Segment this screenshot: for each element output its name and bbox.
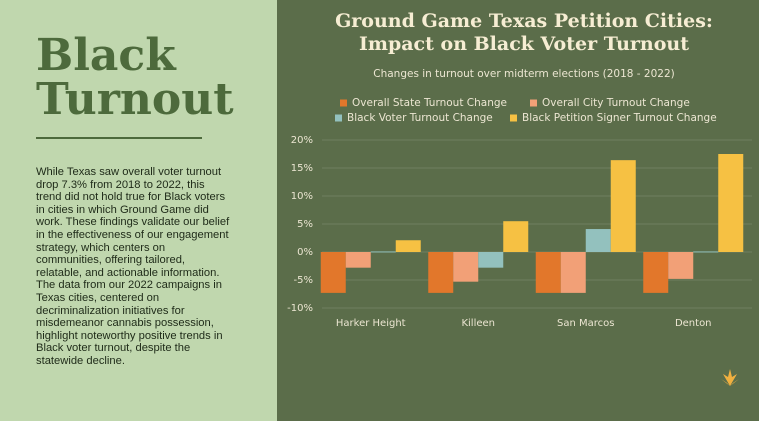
legend-swatch	[340, 99, 347, 107]
title-line: Ground Game Texas Petition Cities:	[335, 10, 713, 32]
x-tick-label: Killeen	[461, 318, 495, 329]
bar	[320, 252, 346, 293]
x-tick-label: Denton	[675, 318, 712, 329]
legend-swatch	[530, 99, 537, 107]
legend-label: Black Petition Signer Turnout Change	[522, 112, 717, 124]
bar	[693, 251, 719, 253]
legend-swatch	[335, 114, 342, 122]
y-tick-label: 0%	[297, 247, 313, 258]
bar	[668, 252, 694, 279]
y-tick-label: 15%	[291, 163, 313, 174]
side-panel: Black Turnout While Texas saw overall vo…	[0, 0, 277, 421]
bar	[718, 154, 744, 252]
bar	[643, 252, 669, 293]
y-tick-label: 5%	[297, 219, 313, 230]
x-tick-label: San Marcos	[557, 318, 614, 329]
bar	[610, 160, 636, 252]
bar	[478, 252, 504, 268]
bar	[370, 251, 396, 253]
bar	[453, 252, 479, 282]
logo	[721, 369, 739, 386]
legend-swatch	[510, 114, 517, 122]
chart-title: Ground Game Texas Petition Cities: Impact…	[335, 10, 713, 55]
bar	[503, 221, 529, 252]
title-line: Impact on Black Voter Turnout	[359, 33, 689, 55]
y-tick-label: 20%	[291, 135, 313, 146]
bar	[428, 252, 454, 293]
x-tick-label: Harker Height	[336, 318, 406, 329]
bar	[560, 252, 586, 293]
y-tick-label: 10%	[291, 191, 313, 202]
bar	[585, 229, 611, 252]
y-tick-label: -5%	[294, 275, 313, 286]
bar	[345, 252, 371, 268]
y-tick-label: -10%	[287, 303, 313, 314]
panel-body: While Texas saw overall voter turnout dr…	[36, 166, 230, 367]
legend-label: Overall State Turnout Change	[352, 97, 507, 109]
bar	[395, 240, 421, 252]
bar	[535, 252, 561, 293]
divider	[36, 137, 202, 139]
chart-subtitle: Changes in turnout over midterm election…	[373, 68, 674, 80]
legend-label: Black Voter Turnout Change	[347, 112, 493, 124]
panel-heading: Black Turnout	[36, 30, 234, 125]
legend-label: Overall City Turnout Change	[542, 97, 690, 109]
